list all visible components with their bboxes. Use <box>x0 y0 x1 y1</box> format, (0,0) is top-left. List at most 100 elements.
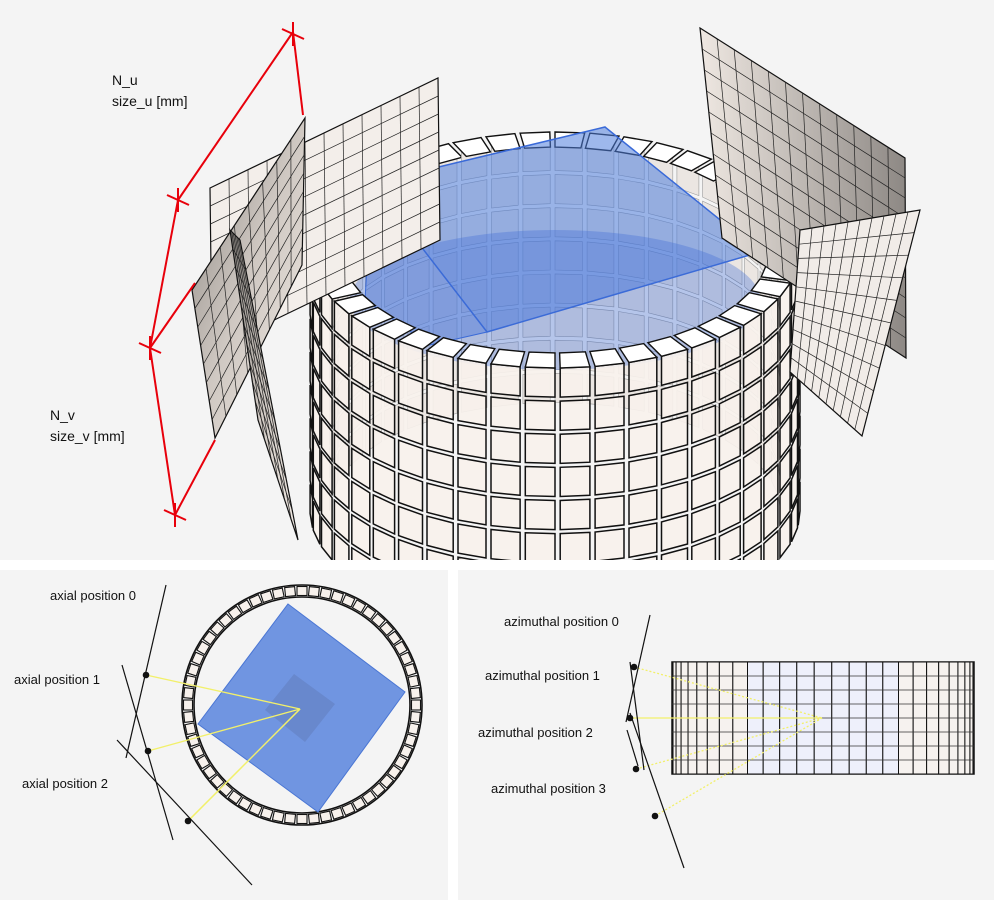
axial-view: axial position 0 axial position 1 axial … <box>0 570 448 900</box>
front-module <box>351 546 371 560</box>
front-module <box>320 316 333 364</box>
ray <box>654 717 823 817</box>
front-module <box>524 399 556 432</box>
back-panel-left-gridline <box>361 114 365 277</box>
front-module <box>660 480 689 519</box>
front-module <box>312 500 321 545</box>
front-module <box>594 362 625 397</box>
front-module <box>397 439 424 479</box>
panel-right-b <box>789 209 921 438</box>
ring-module <box>237 599 253 614</box>
front-module <box>309 484 314 528</box>
front-module <box>490 495 521 530</box>
ring-module <box>407 722 420 736</box>
ring-module <box>259 590 274 604</box>
axial-rays <box>145 674 301 822</box>
front-module <box>333 365 350 411</box>
panel-right-a-gridline <box>708 111 906 239</box>
ring-module <box>209 773 225 789</box>
ring-module <box>196 754 211 770</box>
front-module <box>691 437 717 478</box>
azimuthal-line-3 <box>626 729 639 767</box>
front-module <box>524 465 556 498</box>
flat-detector-panels <box>191 26 921 541</box>
front-module <box>559 465 591 498</box>
front-module <box>524 432 556 465</box>
front-module <box>763 330 779 376</box>
panel-right-b-gridline <box>790 357 869 414</box>
front-module <box>779 413 791 461</box>
front-module <box>742 378 762 423</box>
front-module <box>490 462 521 497</box>
ring-module <box>393 754 408 770</box>
front-module <box>426 382 454 421</box>
front-module <box>594 461 625 496</box>
front-module <box>631 555 658 560</box>
axial-line-0 <box>125 584 167 759</box>
azimuthal-diagram <box>625 614 975 869</box>
panel-right-b-gridline <box>794 300 892 324</box>
front-module <box>763 529 779 560</box>
ring-module <box>370 782 386 798</box>
module-cap <box>749 278 792 298</box>
front-module <box>763 396 779 442</box>
front-module <box>351 447 371 491</box>
azimuthal-view: azimuthal position 0 azimuthal position … <box>458 570 994 900</box>
panel-right-a-gridline <box>704 69 906 199</box>
scanner-3d-view: N_u size_u [mm] N_v size_v [mm] <box>0 0 994 560</box>
front-module <box>320 416 333 463</box>
azimuthal-position-dot <box>626 714 634 722</box>
ring-module <box>361 605 377 621</box>
front-module <box>718 491 741 534</box>
front-module <box>718 392 741 435</box>
size-v-label: size_v [mm] <box>50 428 125 444</box>
panel-left-b-gridline <box>254 400 293 511</box>
panel-right-b-gridline <box>796 272 903 279</box>
front-module <box>628 455 658 492</box>
module-cap <box>646 335 690 358</box>
panel-right-b-gridline <box>798 232 915 245</box>
front-module <box>333 432 350 478</box>
front-module <box>457 390 487 427</box>
ring-module <box>196 640 211 656</box>
back-panel-left-gridline <box>342 123 346 286</box>
front-module <box>718 359 741 402</box>
front-module <box>559 366 591 398</box>
axial-position-dot <box>142 671 150 679</box>
front-module <box>320 449 333 496</box>
front-module <box>372 361 396 403</box>
azimuthal-position-2-label: azimuthal position 2 <box>478 725 593 740</box>
phantom-inner <box>265 674 335 742</box>
ring-module <box>227 605 243 621</box>
module-cap <box>618 342 659 364</box>
ring-module <box>409 687 421 700</box>
ring-modules-top-view <box>181 584 423 826</box>
ring-module <box>271 810 285 823</box>
front-module <box>372 394 396 436</box>
module-cap <box>350 306 396 329</box>
ring-module <box>296 585 308 597</box>
ring-module <box>399 651 414 666</box>
front-module <box>742 444 762 489</box>
back-module <box>586 307 615 341</box>
front-module <box>320 482 333 530</box>
front-module <box>763 496 779 542</box>
azimuthal-line-1 <box>629 661 645 771</box>
azimuthal-detector-lines <box>625 614 685 869</box>
module-cap <box>489 348 526 368</box>
module-cap <box>669 149 714 172</box>
back-module <box>554 306 583 338</box>
front-module <box>742 511 762 555</box>
front-module <box>457 556 479 560</box>
panel-left-b-gridline <box>243 324 270 391</box>
panel-right-a-gridline <box>706 90 906 219</box>
back-module <box>648 283 674 320</box>
axial-position-2-label: axial position 2 <box>22 776 108 791</box>
module-cap <box>451 136 492 158</box>
front-module <box>660 513 689 552</box>
front-module <box>742 411 762 456</box>
front-module <box>779 479 791 527</box>
front-module <box>351 380 371 425</box>
front-module <box>790 498 799 543</box>
front-module <box>718 524 741 560</box>
